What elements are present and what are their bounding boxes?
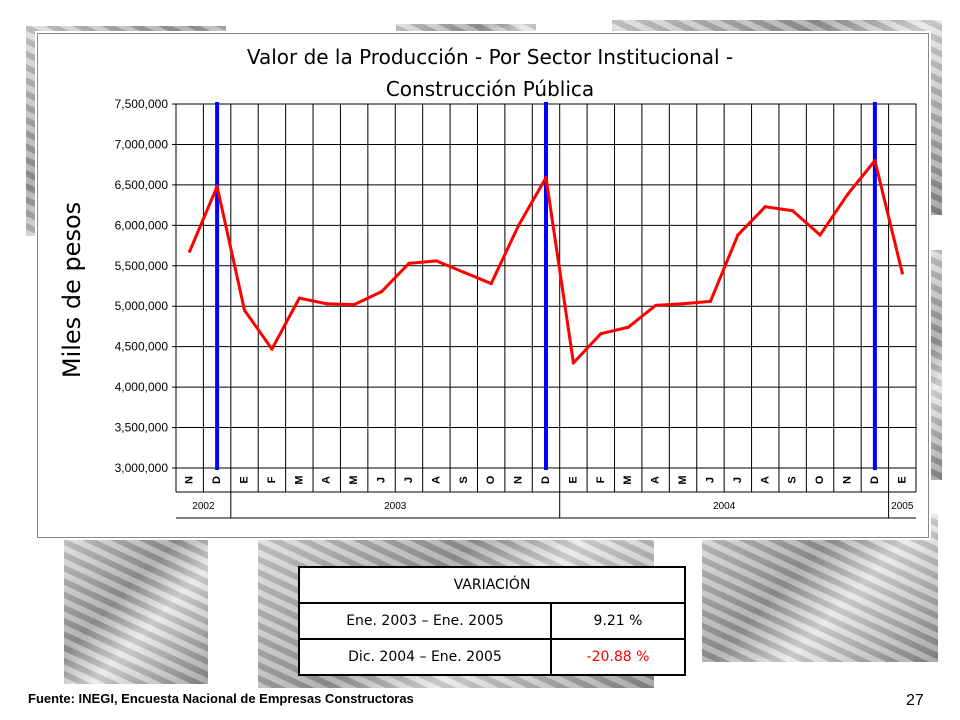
- x-tick-label: O: [814, 475, 826, 484]
- x-tick-label: M: [622, 475, 634, 484]
- x-tick-label: A: [321, 476, 333, 484]
- x-tick-label: N: [184, 476, 196, 484]
- x-tick-label: S: [787, 476, 799, 483]
- variation-table: VARIACIÓN Ene. 2003 – Ene. 2005 9.21 % D…: [298, 566, 686, 676]
- x-tick-label: D: [869, 476, 881, 484]
- data-point: [188, 249, 192, 253]
- x-tick-label: D: [211, 476, 223, 484]
- x-tick-label: N: [841, 476, 853, 484]
- variation-row-value: 9.21 %: [550, 602, 686, 640]
- year-label: 2003: [384, 501, 407, 512]
- y-tick-label: 6,000,000: [115, 218, 169, 232]
- x-tick-label: J: [704, 477, 716, 483]
- data-point: [270, 347, 274, 351]
- y-tick-label: 5,000,000: [115, 299, 169, 313]
- data-point: [654, 303, 658, 308]
- y-tick-label: 4,500,000: [115, 340, 169, 354]
- background-photo-right: [928, 250, 942, 480]
- data-point: [489, 281, 493, 286]
- year-label: 2004: [713, 501, 736, 512]
- data-point: [407, 261, 411, 265]
- data-point: [626, 325, 630, 329]
- data-point: [599, 332, 603, 336]
- data-point: [571, 361, 576, 365]
- data-point: [379, 290, 384, 294]
- variation-row-label: Dic. 2004 – Ene. 2005: [298, 638, 552, 676]
- x-tick-label: O: [485, 475, 497, 484]
- x-tick-label: A: [430, 476, 442, 484]
- chart-panel: Valor de la Producción - Por Sector Inst…: [37, 33, 929, 538]
- y-axis-label: Miles de pesos: [58, 202, 86, 378]
- data-point: [900, 271, 904, 275]
- data-point: [818, 233, 822, 237]
- data-point: [215, 184, 219, 189]
- background-photo-spring: [64, 536, 208, 684]
- y-tick-label: 7,000,000: [115, 137, 169, 151]
- table-row: Dic. 2004 – Ene. 2005 -20.88 %: [298, 638, 686, 676]
- y-tick-label: 5,500,000: [115, 259, 169, 273]
- table-row: Ene. 2003 – Ene. 2005 9.21 %: [298, 602, 686, 640]
- x-tick-label: D: [540, 476, 552, 484]
- x-tick-label: F: [595, 476, 607, 483]
- x-tick-label: A: [650, 476, 662, 484]
- data-point: [352, 303, 356, 307]
- data-point: [242, 308, 247, 312]
- variation-row-label: Ene. 2003 – Ene. 2005: [298, 602, 552, 640]
- x-tick-label: J: [403, 477, 415, 483]
- x-tick-label: E: [567, 476, 579, 483]
- background-photo-cable: [702, 514, 938, 662]
- x-tick-label: F: [266, 476, 278, 483]
- y-tick-label: 3,000,000: [115, 461, 169, 475]
- x-tick-label: J: [376, 477, 388, 483]
- y-tick-label: 7,500,000: [115, 97, 169, 111]
- variation-table-header: VARIACIÓN: [298, 566, 686, 604]
- data-point: [434, 259, 438, 263]
- data-point: [681, 302, 685, 306]
- chart-title-line1: Valor de la Producción - Por Sector Inst…: [247, 45, 733, 69]
- y-tick-label: 3,500,000: [115, 421, 169, 435]
- data-point: [845, 192, 850, 197]
- x-tick-label: A: [759, 476, 771, 484]
- line-chart: Valor de la Producción - Por Sector Inst…: [58, 45, 917, 519]
- source-note: Fuente: INEGI, Encuesta Nacional de Empr…: [28, 691, 414, 706]
- data-point: [763, 205, 767, 209]
- x-tick-label: M: [293, 475, 305, 484]
- x-tick-label: E: [896, 476, 908, 483]
- data-point: [708, 299, 713, 303]
- data-point: [736, 233, 740, 237]
- x-tick-label: S: [458, 476, 470, 483]
- data-point: [544, 176, 548, 180]
- y-tick-label: 4,000,000: [115, 380, 169, 394]
- data-point: [462, 270, 466, 274]
- data-point: [791, 209, 795, 213]
- data-point: [325, 302, 329, 306]
- y-tick-label: 6,500,000: [115, 178, 169, 192]
- x-tick-label: E: [239, 476, 251, 483]
- x-tick-label: N: [513, 476, 525, 484]
- year-label: 2002: [192, 501, 215, 512]
- variation-row-value: -20.88 %: [550, 638, 686, 676]
- chart-title-line2: Construcción Pública: [386, 77, 594, 101]
- data-point: [873, 159, 877, 163]
- data-point: [516, 223, 521, 227]
- year-label: 2005: [891, 501, 914, 512]
- x-tick-label: M: [348, 475, 360, 484]
- page-number: 27: [906, 692, 924, 709]
- x-tick-label: M: [677, 475, 689, 484]
- data-point: [297, 296, 301, 300]
- x-tick-label: J: [732, 477, 744, 483]
